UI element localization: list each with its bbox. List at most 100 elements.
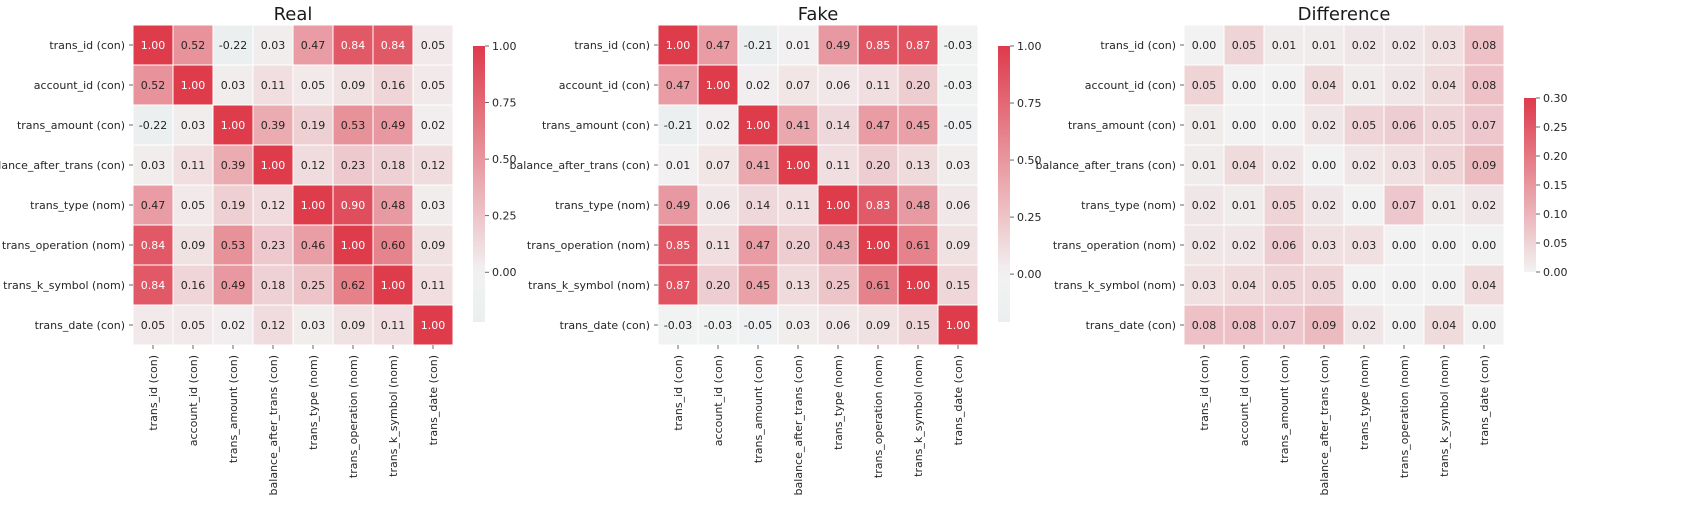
cell-annotation: 0.61: [906, 239, 931, 252]
heatmap-cell: [817, 144, 859, 186]
cell-annotation: 0.09: [341, 319, 366, 332]
cell-annotation: 1.00: [746, 119, 771, 132]
cell-annotation: 0.00: [1272, 79, 1297, 92]
cell-annotation: 0.02: [1232, 239, 1257, 252]
cell-annotation: 0.06: [1392, 119, 1417, 132]
heatmap-cell: [857, 184, 899, 226]
cell-annotation: 0.05: [141, 319, 166, 332]
cell-annotation: 0.00: [1352, 199, 1377, 212]
heatmap-cell: [412, 184, 454, 226]
heatmap-cell: [857, 64, 899, 106]
heatmap-cell: [412, 304, 454, 346]
cell-annotation: 0.03: [181, 119, 206, 132]
heatmap-cell: [737, 64, 779, 106]
row-label: trans_operation (nom): [527, 239, 650, 252]
cell-annotation: 1.00: [181, 79, 206, 92]
cell-annotation: 0.09: [866, 319, 891, 332]
cell-annotation: 0.19: [301, 119, 326, 132]
cell-annotation: 0.01: [1232, 199, 1257, 212]
cell-annotation: 0.04: [1312, 79, 1337, 92]
cell-annotation: 0.85: [866, 39, 891, 52]
heatmap-cell: [1223, 64, 1265, 106]
cell-annotation: 0.13: [906, 159, 931, 172]
cell-annotation: 0.20: [706, 279, 731, 292]
colorbar-tick-label: 0.20: [1543, 150, 1568, 163]
cell-annotation: 0.02: [1272, 159, 1297, 172]
cell-annotation: 0.90: [341, 199, 366, 212]
heatmap-cell: [777, 264, 819, 306]
heatmap-cell: [1463, 304, 1505, 346]
heatmap-cell: [252, 184, 294, 226]
cell-annotation: 0.03: [221, 79, 246, 92]
cell-annotation: 0.20: [786, 239, 811, 252]
heatmap-cell: [937, 64, 979, 106]
colorbar-tick-label: 1.00: [492, 40, 517, 53]
cell-annotation: 0.09: [181, 239, 206, 252]
cell-annotation: 0.00: [1232, 79, 1257, 92]
cell-annotation: 0.02: [1352, 39, 1377, 52]
cell-annotation: 0.05: [1312, 279, 1337, 292]
heatmap-cell: [1463, 24, 1505, 66]
heatmap-cell: [937, 24, 979, 66]
cell-annotation: 0.02: [1352, 319, 1377, 332]
cell-annotation: 0.05: [1272, 199, 1297, 212]
colorbar-tick-label: 0.00: [1017, 268, 1042, 281]
cell-annotation: 1.00: [706, 79, 731, 92]
heatmap-cell: [172, 224, 214, 266]
cell-annotation: 1.00: [946, 319, 971, 332]
heatmap-cell: [1343, 144, 1385, 186]
row-label: trans_id (con): [1100, 39, 1176, 52]
cell-annotation: 0.02: [1192, 239, 1217, 252]
cell-annotation: -0.03: [944, 79, 972, 92]
heatmap-cell: [1223, 224, 1265, 266]
cell-annotation: 0.45: [746, 279, 771, 292]
colorbar-tick-label: 0.25: [1017, 211, 1042, 224]
heatmap-cell: [1423, 224, 1465, 266]
heatmap-cell: [1343, 224, 1385, 266]
cell-annotation: 0.02: [706, 119, 731, 132]
cell-annotation: 0.06: [826, 79, 851, 92]
heatmap-title: Fake: [798, 4, 839, 25]
cell-annotation: 0.52: [141, 79, 166, 92]
heatmap-cell: [292, 264, 334, 306]
heatmap-cell: [777, 104, 819, 146]
heatmap-cell: [937, 184, 979, 226]
heatmap-cell: [1423, 104, 1465, 146]
heatmap-cell: [817, 184, 859, 226]
row-label: trans_amount (con): [542, 119, 650, 132]
cell-annotation: 0.18: [261, 279, 286, 292]
heatmap-0: Real 1.00 0.52 -0.22 0.03 0.47 0.84 0.84 0.05 0.5…: [0, 4, 517, 495]
cell-annotation: 0.49: [381, 119, 406, 132]
cell-annotation: 0.06: [826, 319, 851, 332]
row-label: trans_type (nom): [30, 199, 125, 212]
cell-annotation: 0.05: [1432, 119, 1457, 132]
cell-annotation: 0.60: [381, 239, 406, 252]
cell-annotation: -0.21: [744, 39, 772, 52]
cell-annotation: 0.03: [1392, 159, 1417, 172]
row-label: trans_type (nom): [555, 199, 650, 212]
cell-annotation: 0.00: [1352, 279, 1377, 292]
heatmap-cell: [292, 104, 334, 146]
cell-annotation: 0.04: [1472, 279, 1497, 292]
cell-annotation: -0.05: [744, 319, 772, 332]
col-label: trans_k_symbol (nom): [387, 355, 400, 477]
cell-annotation: 0.09: [1472, 159, 1497, 172]
cell-annotation: 0.00: [1392, 239, 1417, 252]
heatmap-cell: [332, 24, 374, 66]
heatmap-cell: [1303, 184, 1345, 226]
cell-annotation: 0.84: [141, 279, 166, 292]
cell-annotation: 0.05: [1272, 279, 1297, 292]
cell-annotation: 0.05: [1352, 119, 1377, 132]
cell-annotation: 0.03: [1432, 39, 1457, 52]
cell-annotation: 1.00: [141, 39, 166, 52]
cell-annotation: 0.23: [261, 239, 286, 252]
cell-annotation: 0.08: [1472, 79, 1497, 92]
row-label: account_id (con): [559, 79, 650, 92]
cell-annotation: 0.00: [1392, 279, 1417, 292]
row-label: trans_date (con): [560, 319, 650, 332]
cell-annotation: 1.00: [261, 159, 286, 172]
cell-annotation: 0.11: [381, 319, 406, 332]
heatmap-cell: [1223, 104, 1265, 146]
col-label: trans_operation (nom): [872, 355, 885, 478]
cell-annotation: 0.07: [706, 159, 731, 172]
